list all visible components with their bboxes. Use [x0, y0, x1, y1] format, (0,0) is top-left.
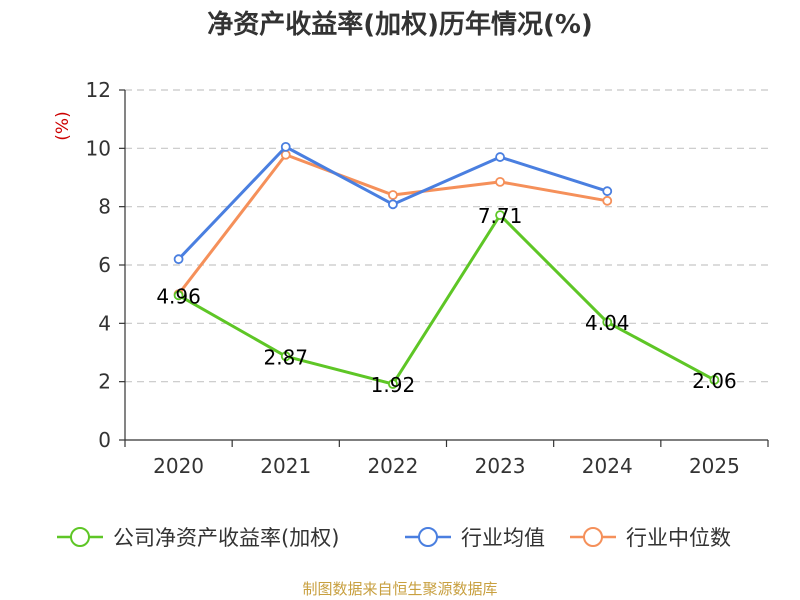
x-tick-label-2020: 2020 — [153, 454, 204, 478]
series-2-point-2022 — [388, 190, 398, 200]
legend-marker-1 — [418, 527, 438, 547]
y-tick-label-4: 4 — [98, 311, 111, 335]
data-label-2021: 2.87 — [263, 345, 308, 369]
series-0-point-2022 — [388, 379, 398, 389]
series-0-point-2021 — [280, 351, 291, 362]
series-2-point-2023 — [495, 176, 505, 187]
series-1-point-2023 — [495, 152, 505, 162]
data-label-2023: 7.71 — [478, 204, 523, 228]
series-line-2 — [177, 153, 608, 296]
legend-label-0: 公司净资产收益率(加权) — [113, 526, 339, 550]
y-tick-label-2: 2 — [98, 370, 111, 394]
series-0-point-2025 — [709, 375, 720, 385]
y-tick-label-10: 10 — [86, 136, 111, 160]
source-note: 制图数据来自恒生聚源数据库 — [302, 580, 498, 598]
series-1-point-2020 — [173, 254, 184, 265]
x-tick-label-2021: 2021 — [260, 454, 311, 478]
x-tick-label-2023: 2023 — [475, 454, 526, 478]
legend-marker-0 — [70, 527, 90, 547]
y-axis-label: (%) — [53, 111, 73, 140]
x-tick-label-2025: 2025 — [689, 454, 740, 478]
series-1-point-2024 — [602, 186, 613, 197]
series-1-point-2021 — [280, 141, 291, 152]
legend-marker-2 — [583, 527, 603, 547]
data-label-2022: 1.92 — [371, 373, 416, 397]
series-1-point-2022 — [388, 199, 398, 210]
series-2-point-2024 — [602, 195, 613, 206]
data-label-2020: 4.96 — [156, 284, 201, 308]
data-label-2024: 4.04 — [585, 311, 630, 335]
x-tick-label-2024: 2024 — [582, 454, 633, 478]
y-tick-label-0: 0 — [98, 428, 111, 452]
legend-label-2: 行业中位数 — [626, 526, 731, 550]
series-line-0 — [177, 213, 716, 386]
data-label-2025: 2.06 — [692, 369, 737, 393]
legend-label-1: 行业均值 — [461, 526, 545, 550]
chart-title: 净资产收益率(加权)历年情况(%) — [207, 10, 593, 40]
series-0-point-2023 — [495, 210, 505, 221]
y-tick-label-6: 6 — [98, 253, 111, 277]
series-0-point-2020 — [173, 290, 184, 301]
x-tick-label-2022: 2022 — [367, 454, 418, 478]
y-tick-label-8: 8 — [98, 195, 111, 219]
series-0-point-2024 — [602, 317, 613, 328]
y-tick-label-12: 12 — [86, 78, 111, 102]
